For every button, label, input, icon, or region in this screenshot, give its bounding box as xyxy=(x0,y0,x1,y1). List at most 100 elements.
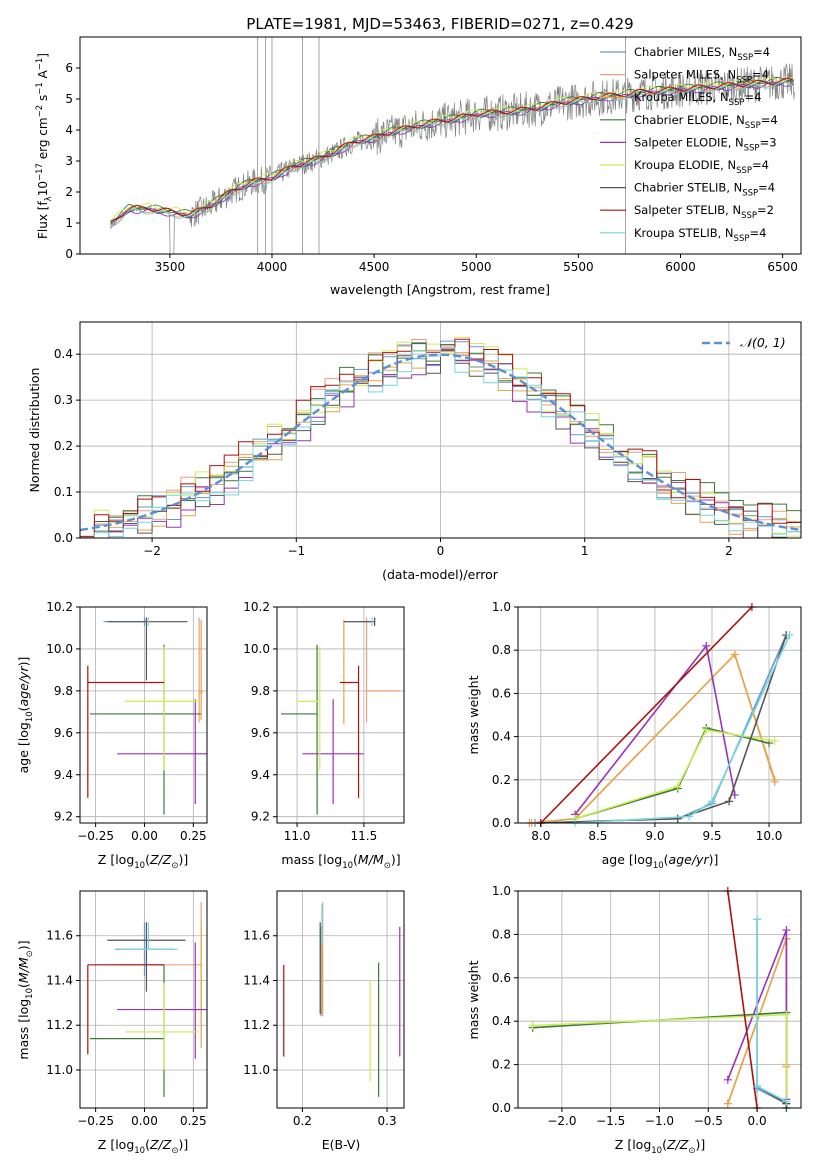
x-tick-label: 11.0 xyxy=(284,829,311,843)
weight-marker xyxy=(782,1097,791,1106)
legend-entry: Salpeter MILES, NSSP=4 xyxy=(634,68,769,86)
y-tick-label: 0 xyxy=(65,247,73,261)
y-tick-label: 0.0 xyxy=(492,1101,511,1115)
y-tick-label: 9.4 xyxy=(251,768,270,782)
y-tick-label: 9.2 xyxy=(251,810,270,824)
weight-marker xyxy=(702,726,711,735)
x-tick-label: −0.5 xyxy=(694,1114,723,1128)
x-tick-label: 3500 xyxy=(155,260,186,274)
x-axis-label: Z [log10(Z/Z⊙)] xyxy=(615,1137,705,1156)
legend-entry: Kroupa ELODIE, NSSP=4 xyxy=(634,158,769,176)
y-tick-label: 1 xyxy=(65,216,73,230)
weight-line-chabrier_stelib xyxy=(540,634,787,824)
y-tick-label: 0.1 xyxy=(54,485,73,499)
y-tick-label: 9.6 xyxy=(251,726,270,740)
x-axis-label: Z [log10(Z/Z⊙)] xyxy=(98,852,188,871)
y-tick-label: 0.4 xyxy=(492,730,511,744)
legend-entry: Chabrier ELODIE, NSSP=4 xyxy=(634,113,778,131)
x-tick-label: 4500 xyxy=(359,260,390,274)
x-tick-label: 0.00 xyxy=(131,829,158,843)
x-axis-label: age [log10(age/yr)] xyxy=(602,852,719,871)
y-tick-label: 11.4 xyxy=(243,973,270,987)
y-tick-label: 0.4 xyxy=(54,347,73,361)
weight-marker xyxy=(730,650,739,659)
axes-frame xyxy=(79,606,208,824)
legend-entry: Salpeter ELODIE, NSSP=3 xyxy=(634,135,777,153)
y-tick-label: 9.8 xyxy=(251,684,270,698)
y-axis-label: Normed distribution xyxy=(27,368,42,493)
y-tick-label: 11.4 xyxy=(46,973,73,987)
y-tick-label: 4 xyxy=(65,123,73,137)
x-tick-label: 0.00 xyxy=(131,1114,158,1128)
y-tick-label: 0.3 xyxy=(54,393,73,407)
panel-spectrum: Chabrier MILES, NSSP=4 Salpeter MILES, NS… xyxy=(35,36,802,297)
weight-marker xyxy=(673,782,682,791)
x-tick-label: 8.0 xyxy=(531,829,550,843)
y-axis-label: mass [log10(M/M⊙)] xyxy=(16,940,35,1059)
y-tick-label: 11.2 xyxy=(243,1018,270,1032)
x-tick-label: 0.2 xyxy=(293,1114,312,1128)
weight-marker xyxy=(723,1099,732,1108)
x-tick-label: −2.0 xyxy=(547,1114,576,1128)
y-tick-label: 0.0 xyxy=(54,531,73,545)
y-tick-label: 11.6 xyxy=(46,929,73,943)
model-kroupa_elodie xyxy=(110,76,794,222)
y-tick-label: 9.2 xyxy=(54,810,73,824)
y-tick-label: 10.2 xyxy=(46,600,73,614)
x-tick-label: −0.25 xyxy=(77,829,114,843)
x-tick-label: 6000 xyxy=(665,260,696,274)
x-tick-label: 10.0 xyxy=(756,829,783,843)
y-tick-label: 0.8 xyxy=(492,927,511,941)
y-axis-label: Flux [fλ10−17 erg cm−2 s−1 A−1] xyxy=(35,53,54,239)
y-tick-label: 10.0 xyxy=(46,642,73,656)
y-tick-label: 5 xyxy=(65,92,73,106)
x-axis-label: Z [log10(Z/Z⊙)] xyxy=(98,1137,188,1156)
weight-marker xyxy=(673,814,682,823)
y-tick-label: 1.0 xyxy=(492,884,511,898)
weight-line-salpeter_stelib xyxy=(540,606,753,824)
weight-line-kroupa_stelib xyxy=(575,634,791,824)
y-tick-label: 9.8 xyxy=(54,684,73,698)
y-tick-label: 0.0 xyxy=(492,816,511,830)
x-tick-label: 11.5 xyxy=(351,829,378,843)
weight-line-kroupa_miles xyxy=(531,652,776,824)
hist-chabrier_stelib xyxy=(80,343,801,539)
weight-marker xyxy=(753,1082,762,1091)
x-tick-label: 1 xyxy=(581,544,589,558)
x-tick-label: 0.0 xyxy=(748,1114,767,1128)
y-tick-label: 0.4 xyxy=(492,1014,511,1028)
legend-entry: Chabrier STELIB, NSSP=4 xyxy=(634,181,775,199)
y-tick-label: 3 xyxy=(65,154,73,168)
weight-marker xyxy=(702,641,711,650)
x-tick-label: 4000 xyxy=(257,260,288,274)
weight-marker xyxy=(725,797,734,806)
weight-line-salpeter_stelib xyxy=(727,890,758,1109)
y-tick-label: 0.2 xyxy=(492,1058,511,1072)
model-salpeter_stelib xyxy=(110,78,794,222)
weight-line-chabrier_stelib xyxy=(756,1085,788,1108)
legend-entry: Chabrier MILES, NSSP=4 xyxy=(634,45,770,63)
x-tick-label: 9.0 xyxy=(645,829,664,843)
x-tick-label: −1.5 xyxy=(596,1114,625,1128)
x-axis-label: mass [log10(M/M⊙)] xyxy=(281,852,400,871)
y-tick-label: 11.0 xyxy=(243,1063,270,1077)
x-tick-label: 5500 xyxy=(563,260,594,274)
y-tick-label: 11.6 xyxy=(243,929,270,943)
x-tick-label: 0 xyxy=(437,544,445,558)
weight-line-kroupa_elodie xyxy=(574,729,775,820)
data-spectrum xyxy=(110,63,795,254)
y-tick-label: 10.0 xyxy=(243,642,270,656)
x-tick-label: 9.5 xyxy=(702,829,721,843)
x-axis-label: wavelength [Angstrom, rest frame] xyxy=(330,282,550,297)
panel-mass-vs-ebv: 0.2 0.3 11.0 11.2 11.4 11.6 E(B-V) xyxy=(243,890,405,1152)
axes-frame xyxy=(276,606,405,824)
weight-marker xyxy=(753,915,762,924)
y-axis-label: age [log10(age/yr)] xyxy=(16,657,35,774)
axes-frame xyxy=(79,36,802,255)
weight-line-chabrier_miles xyxy=(535,634,787,824)
y-tick-label: 2 xyxy=(65,185,73,199)
y-tick-label: 0.2 xyxy=(54,439,73,453)
weight-marker xyxy=(528,1021,537,1030)
x-tick-label: 8.5 xyxy=(588,829,607,843)
